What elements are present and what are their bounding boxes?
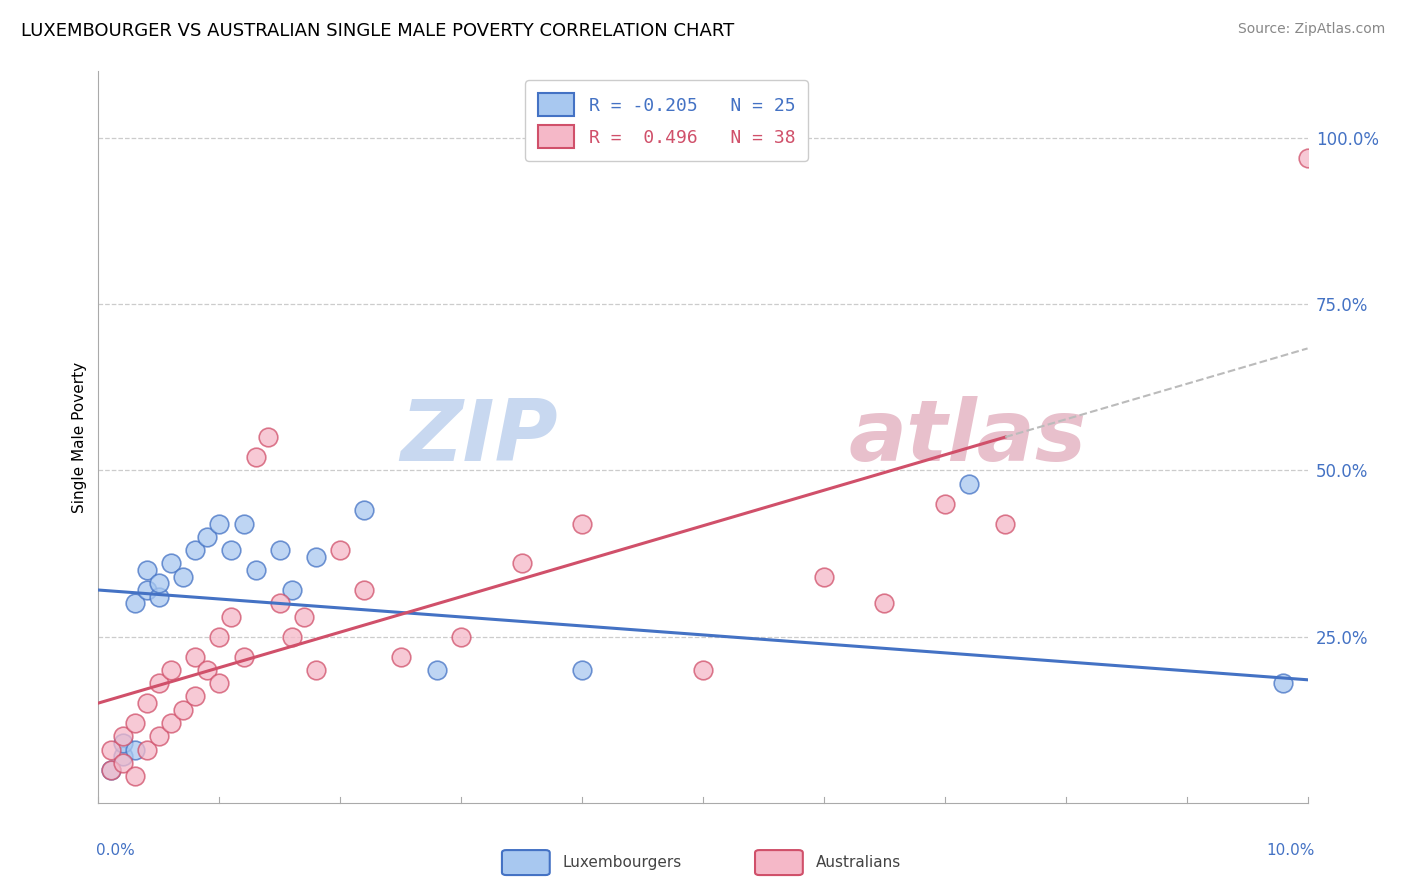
Point — [208, 516, 231, 531]
Point — [269, 543, 291, 558]
Point — [281, 630, 304, 644]
Point — [100, 763, 122, 777]
Point — [135, 563, 157, 577]
Point — [148, 576, 170, 591]
Point — [111, 729, 134, 743]
Point — [195, 530, 218, 544]
Point — [221, 543, 243, 558]
Point — [813, 570, 835, 584]
Point — [148, 590, 170, 604]
Text: Australians: Australians — [815, 855, 901, 870]
Point — [124, 769, 146, 783]
Point — [100, 742, 122, 756]
Point — [1296, 151, 1319, 165]
Point — [172, 570, 194, 584]
Point — [329, 543, 352, 558]
Point — [232, 516, 254, 531]
Point — [135, 696, 157, 710]
Text: ZIP: ZIP — [401, 395, 558, 479]
Point — [148, 729, 170, 743]
Point — [111, 736, 134, 750]
Text: Luxembourgers: Luxembourgers — [562, 855, 682, 870]
Point — [450, 630, 472, 644]
Point — [135, 582, 157, 597]
Point — [873, 596, 896, 610]
Point — [269, 596, 291, 610]
Point — [571, 516, 593, 531]
Point — [172, 703, 194, 717]
Point — [111, 756, 134, 770]
Point — [934, 497, 956, 511]
Point — [195, 663, 218, 677]
Text: Source: ZipAtlas.com: Source: ZipAtlas.com — [1237, 22, 1385, 37]
Point — [184, 543, 207, 558]
Text: atlas: atlas — [848, 395, 1087, 479]
Point — [353, 503, 375, 517]
Point — [245, 563, 267, 577]
Text: 10.0%: 10.0% — [1267, 843, 1315, 858]
Point — [571, 663, 593, 677]
Point — [426, 663, 449, 677]
Point — [135, 742, 157, 756]
Point — [124, 742, 146, 756]
Point — [208, 630, 231, 644]
Point — [305, 663, 328, 677]
Point — [124, 716, 146, 731]
Text: LUXEMBOURGER VS AUSTRALIAN SINGLE MALE POVERTY CORRELATION CHART: LUXEMBOURGER VS AUSTRALIAN SINGLE MALE P… — [21, 22, 734, 40]
Legend: R = -0.205   N = 25, R =  0.496   N = 38: R = -0.205 N = 25, R = 0.496 N = 38 — [526, 80, 808, 161]
Point — [510, 557, 533, 571]
Point — [148, 676, 170, 690]
Point — [160, 716, 183, 731]
Point — [184, 690, 207, 704]
Point — [994, 516, 1017, 531]
Point — [957, 476, 980, 491]
Point — [221, 609, 243, 624]
Point — [281, 582, 304, 597]
Point — [1272, 676, 1295, 690]
Point — [292, 609, 315, 624]
Point — [389, 649, 412, 664]
Text: 0.0%: 0.0% — [96, 843, 135, 858]
Point — [100, 763, 122, 777]
Point — [160, 557, 183, 571]
Point — [256, 430, 278, 444]
Point — [232, 649, 254, 664]
Y-axis label: Single Male Poverty: Single Male Poverty — [72, 361, 87, 513]
Point — [245, 450, 267, 464]
Point — [111, 749, 134, 764]
Point — [692, 663, 714, 677]
Point — [184, 649, 207, 664]
Point — [353, 582, 375, 597]
Point — [305, 549, 328, 564]
Point — [160, 663, 183, 677]
Point — [208, 676, 231, 690]
Point — [124, 596, 146, 610]
